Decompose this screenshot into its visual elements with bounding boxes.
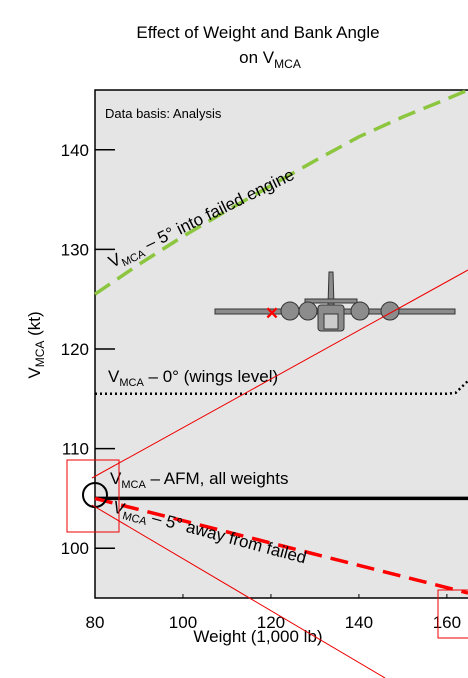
airplane-icon <box>214 271 456 332</box>
x-tick-label: 80 <box>86 613 105 632</box>
chart-title-2: on VMCA <box>239 48 301 71</box>
series-label-part: V <box>110 469 122 488</box>
series-label-part: – AFM, all weights <box>146 469 289 488</box>
series-label: VMCA – 0° (wings level) <box>108 367 278 389</box>
y-label-text: (kt) <box>25 311 44 340</box>
series-line <box>94 496 468 595</box>
series-label-part: V <box>108 367 120 386</box>
highlight-box <box>66 459 120 533</box>
y-axis-label: VMCA (kt) <box>25 311 47 378</box>
y-tick-label: 130 <box>61 240 89 259</box>
annotation: Data basis: Analysis <box>105 106 222 121</box>
title-text: on V <box>239 48 275 67</box>
callout-line <box>91 269 468 479</box>
y-tick-label: 120 <box>61 340 89 359</box>
series-line <box>94 88 468 296</box>
series-line <box>95 379 468 396</box>
callout-line <box>91 504 386 678</box>
y-label-text: V <box>25 367 44 379</box>
y-label-sub: MCA <box>33 341 47 368</box>
series-label-part: MCA <box>121 479 146 491</box>
x-axis-label: Weight (1,000 lb) <box>193 627 322 646</box>
x-tick-label: 100 <box>169 613 197 632</box>
y-tick-label: 110 <box>62 440 89 459</box>
y-tick-label: 140 <box>61 141 89 160</box>
highlight-box <box>437 589 468 639</box>
chart-title: Effect of Weight and Bank Angle <box>136 23 379 42</box>
y-tick-label: 100 <box>61 539 89 558</box>
series-label-part: – 0° (wings level) <box>144 367 278 386</box>
x-tick-label: 120 <box>257 613 285 632</box>
title-sub: MCA <box>274 57 301 71</box>
x-tick-label: 160 <box>433 613 461 632</box>
x-tick-label: 140 <box>345 613 373 632</box>
series-label-part: MCA <box>119 377 144 389</box>
failed-engine-x: ✕ <box>265 304 279 323</box>
